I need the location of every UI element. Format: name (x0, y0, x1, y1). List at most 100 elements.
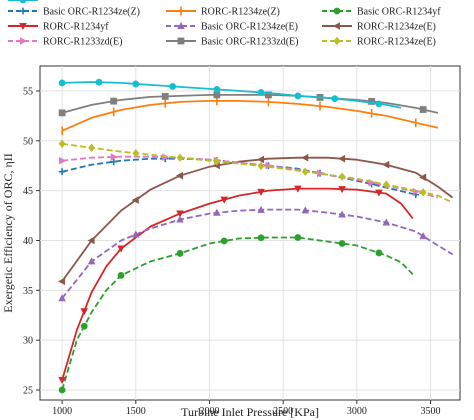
data-point (419, 188, 427, 197)
data-point (257, 205, 265, 213)
plot-frame (39, 65, 461, 401)
data-point (132, 149, 140, 158)
plot-area (39, 65, 461, 401)
data-point (58, 294, 66, 302)
series-rorc-r1234ze-e-8 (58, 139, 453, 204)
series-line (61, 236, 414, 391)
y-tick-label: 30 (23, 336, 33, 347)
legend-entry-basic-orc-r1234yf-2: Basic ORC-R1234yf (322, 7, 441, 18)
data-point (338, 186, 346, 194)
legend-label: RORC-R1234ze(E) (357, 22, 436, 33)
data-point (176, 215, 184, 223)
data-point (294, 234, 302, 241)
data-point (95, 78, 103, 86)
legend-entry-rorc-r1234yf-3: RORC-R1234yf (8, 22, 109, 33)
data-point (338, 210, 346, 218)
series-line (61, 100, 439, 132)
data-point (338, 154, 346, 163)
data-point (117, 245, 125, 253)
series-basic-orc-r1234ze-e-4 (58, 205, 454, 302)
series-line (61, 156, 454, 282)
legend-label: Basic ORC-R1233zd(E) (201, 37, 299, 48)
legend-marker (19, 0, 27, 4)
legend-label: Basic ORC-R1234ze(E) (201, 22, 298, 33)
legend-marker (19, 23, 27, 30)
x-tick-label: 2000 (199, 406, 219, 417)
legend-label: Basic ORC-R1234yf (357, 7, 441, 18)
data-point (419, 106, 427, 113)
y-tick-label: 45 (23, 186, 33, 197)
data-point (382, 180, 390, 189)
legend-label: Basic ORC-R1234ze(Z) (43, 7, 140, 18)
legend-label: RORC-R1234ze(E) (357, 37, 436, 48)
data-point (131, 196, 139, 204)
series-line (62, 81, 402, 109)
x-axis-label: Turbine Inlet Pressure [KPa] (181, 405, 319, 419)
series-line (61, 157, 417, 196)
data-point (338, 172, 346, 181)
legend-entry-rorc-r1234ze-e-5: RORC-R1234ze(E) (322, 22, 436, 33)
series-rorc-r1234ze-z-1 (61, 96, 439, 136)
legend: Basic ORC-R1234ze(Z) RORC-R1234ze(Z) Basic… (8, 0, 441, 48)
data-point (169, 83, 177, 90)
data-point (58, 79, 66, 87)
data-point (88, 143, 95, 152)
data-point (80, 308, 89, 316)
data-point (257, 161, 265, 171)
legend-entry-basic-orc-r1234ze-e-4: Basic ORC-R1234ze(E) (166, 22, 298, 33)
legend-label: RORC-R113 (43, 0, 95, 3)
series-line (61, 142, 453, 204)
x-tick-label: 3000 (347, 406, 367, 417)
data-point (110, 158, 118, 166)
legend-entry-basic-orc-r1234ze-z-0: Basic ORC-R1234ze(Z) (8, 7, 140, 18)
series-rorc-r113-9 (58, 78, 402, 109)
data-point (58, 377, 66, 385)
data-point (58, 386, 66, 394)
data-point (419, 173, 427, 182)
data-point (331, 95, 339, 103)
legend-marker (333, 36, 341, 46)
axes: 1000 1500 2000 2500 3000 3500 25 30 35 40 45 50 55 (23, 86, 441, 417)
data-point (58, 277, 66, 286)
data-point (213, 86, 221, 93)
data-point (220, 196, 229, 204)
y-tick-label: 35 (23, 286, 33, 297)
legend-entry-basic-orc-r1233zd-e-7: Basic ORC-R1233zd(E) (166, 37, 299, 48)
legend-label: RORC-R1234ze(Z) (201, 7, 280, 18)
data-point (176, 153, 184, 162)
x-tick-label: 1500 (126, 406, 146, 417)
series-rorc-r1234ze-e-5 (58, 153, 454, 286)
legend-marker (333, 7, 341, 15)
legend-entry-rorc-r1233zd-e-6: RORC-R1233zd(E) (8, 37, 122, 48)
data-point (265, 91, 272, 99)
data-point (257, 89, 265, 96)
data-point (375, 100, 383, 108)
series-layer (58, 78, 454, 394)
x-tick-label: 1000 (52, 406, 72, 417)
data-point (58, 168, 66, 176)
data-point (294, 185, 302, 193)
x-tick-label: 2500 (273, 406, 293, 417)
data-point (375, 189, 383, 197)
y-tick-label: 40 (23, 236, 33, 247)
data-point (87, 236, 95, 245)
legend-entry-rorc-r1234ze-z-1: RORC-R1234ze(Z) (166, 7, 280, 18)
data-point (161, 93, 169, 100)
data-point (338, 240, 346, 247)
data-point (110, 97, 118, 105)
data-point (213, 157, 221, 166)
data-point (58, 139, 66, 148)
data-point (382, 218, 391, 226)
data-point (257, 234, 265, 242)
data-point (317, 169, 324, 178)
y-tick-label: 55 (23, 86, 33, 97)
series-rorc-r1234yf-3 (58, 185, 414, 385)
data-point (419, 232, 427, 240)
data-point (220, 237, 228, 245)
data-point (301, 167, 309, 176)
data-point (176, 171, 183, 180)
series-basic-orc-r1234yf-2 (58, 234, 414, 394)
legend-marker (177, 22, 185, 29)
data-point (213, 91, 221, 99)
data-point (58, 109, 66, 117)
